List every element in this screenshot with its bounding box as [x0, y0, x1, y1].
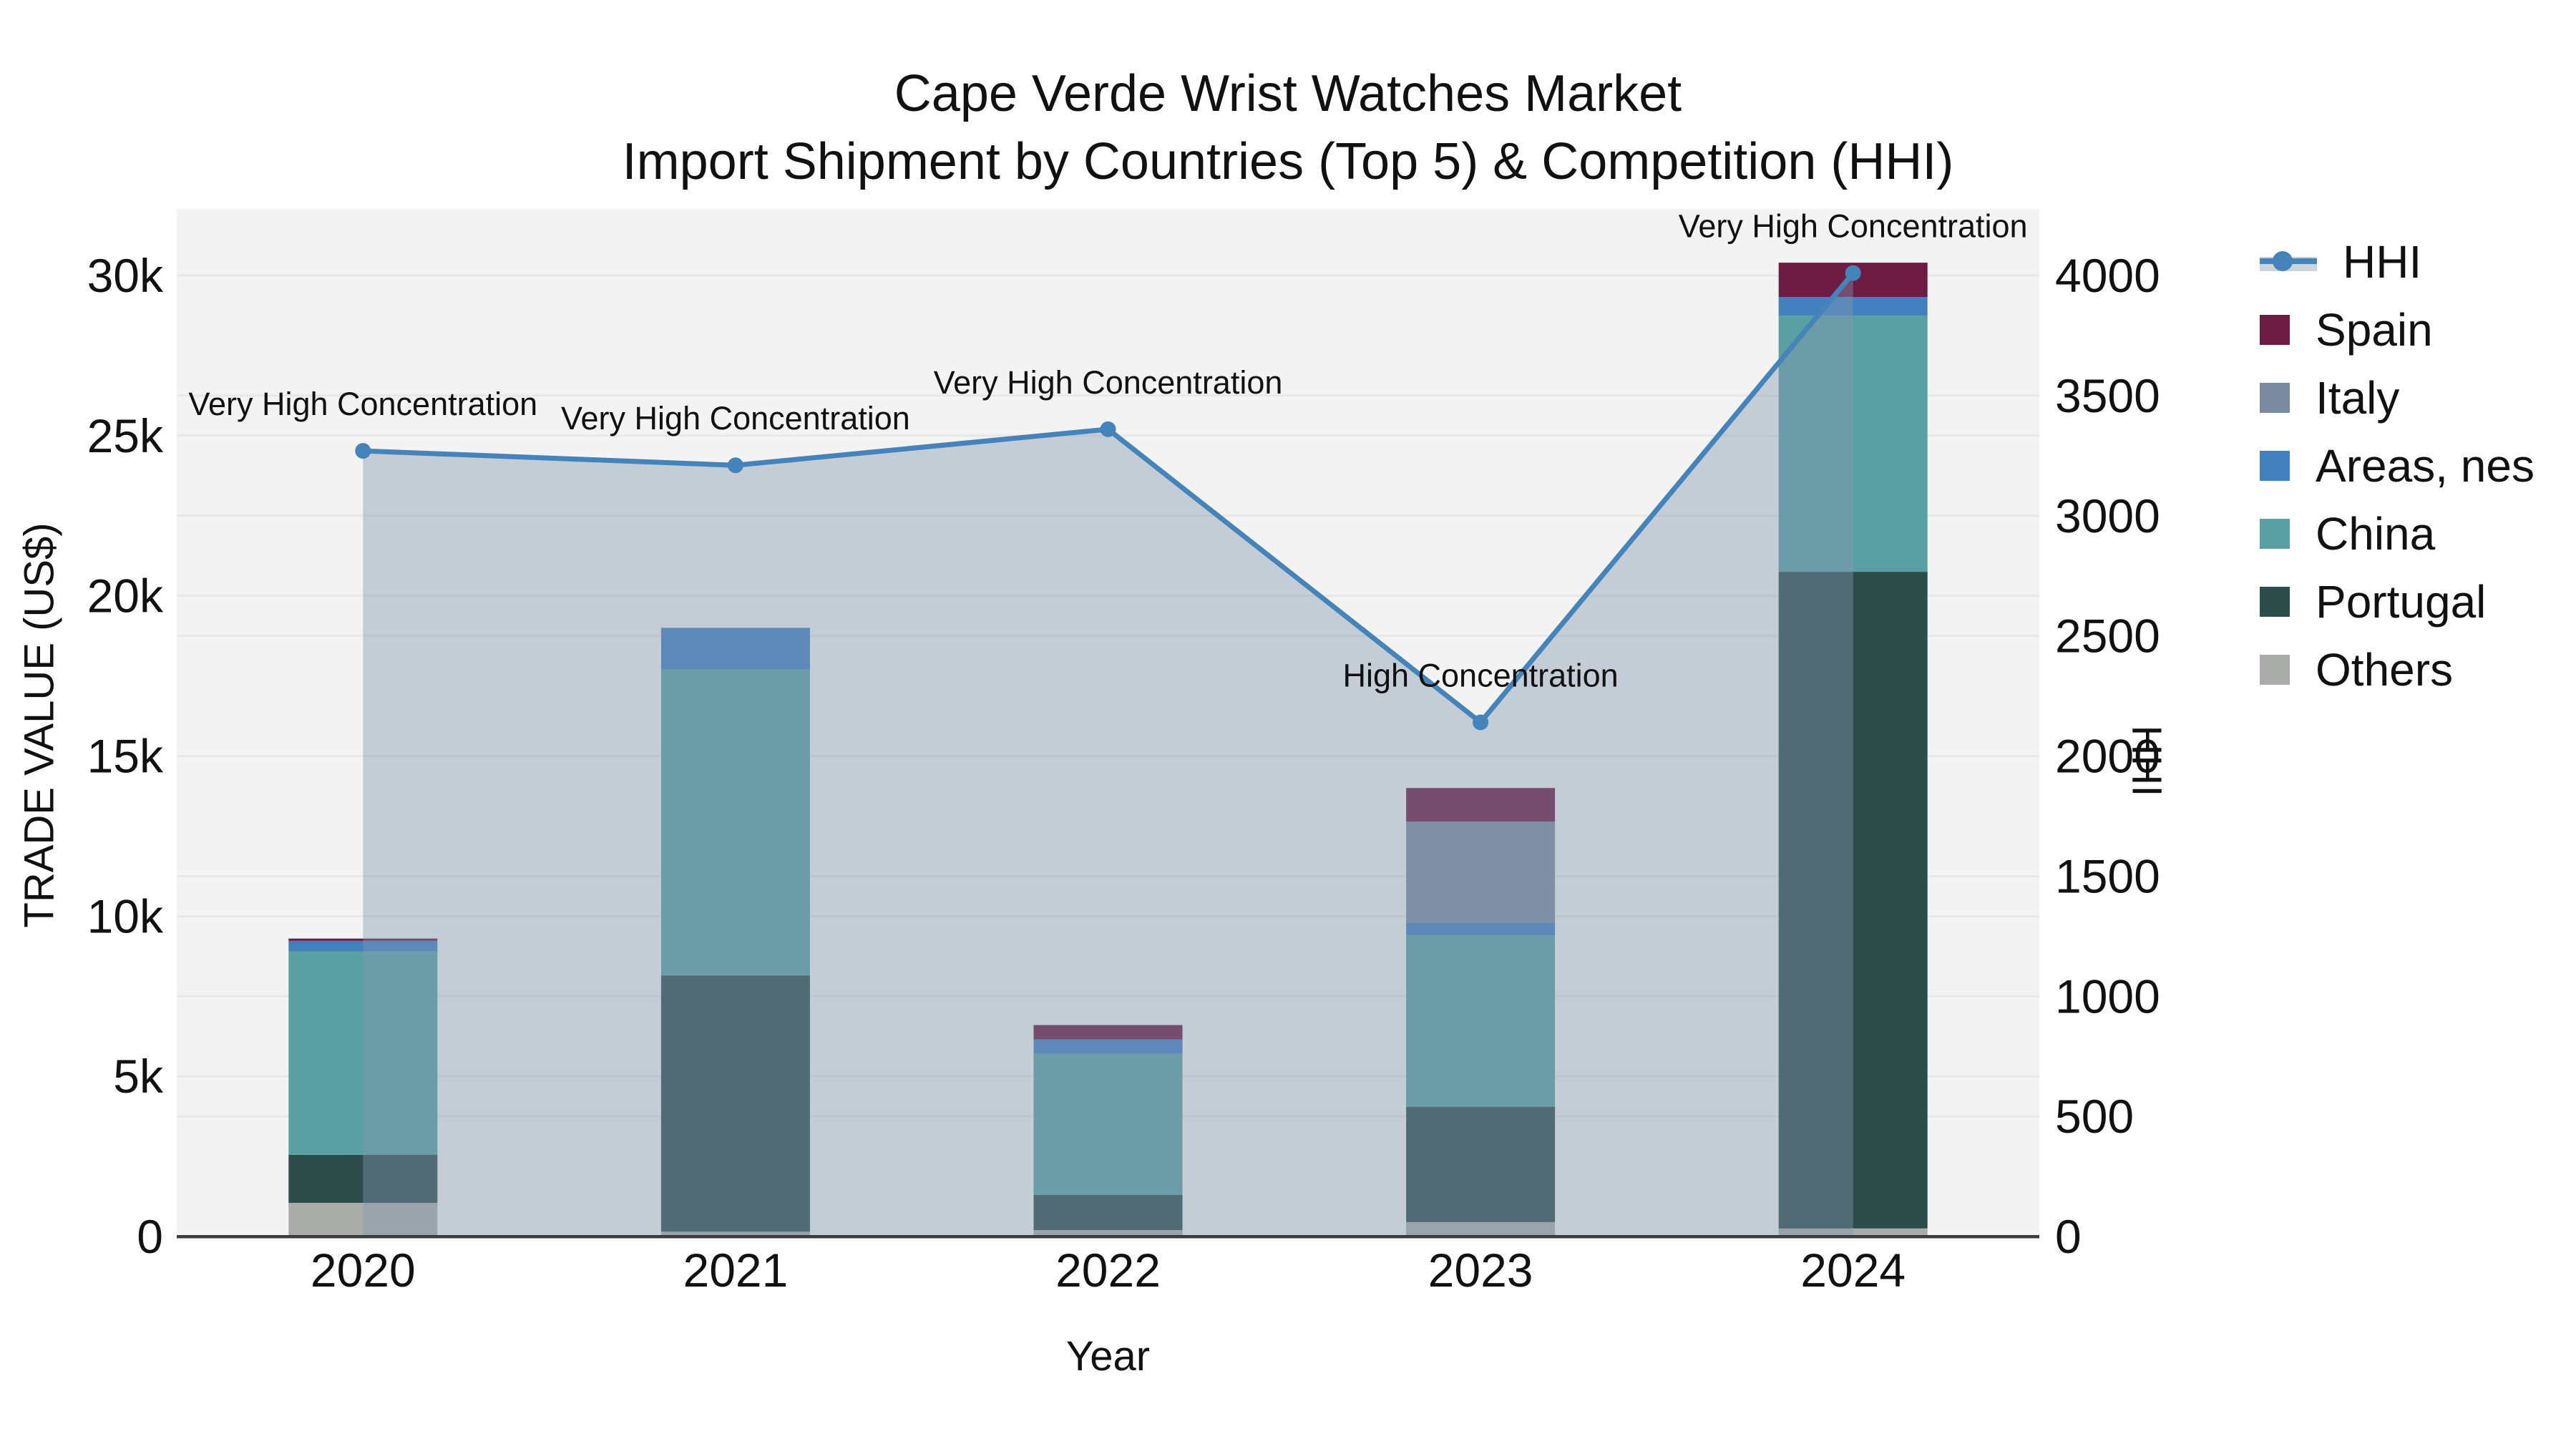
x-tick-2020: 2020 — [311, 1244, 416, 1297]
legend-item-label: Italy — [2316, 371, 2400, 424]
legend-item-label: China — [2316, 507, 2436, 560]
x-axis-title: Year — [1065, 1333, 1151, 1380]
y-right-tick-2000: 2000 — [2055, 730, 2160, 783]
bar-segment-others-2020[interactable] — [288, 1202, 438, 1236]
bar-segment-portugal-2024[interactable] — [1778, 572, 1928, 1229]
legend-item-label: Portugal — [2316, 575, 2487, 628]
x-axis-line — [177, 1235, 2039, 1239]
legend-item-others[interactable]: Others — [2260, 635, 2534, 703]
legend-hhi-line-icon — [2260, 247, 2317, 277]
legend-item-areas-nes[interactable]: Areas, nes — [2260, 431, 2534, 499]
bar-segment-spain-2023[interactable] — [1406, 788, 1556, 822]
y-left-tick-25000: 25k — [87, 409, 164, 462]
bar-segment-italy-2023[interactable] — [1406, 821, 1556, 923]
hhi-annotation-2022: Very High Concentration — [934, 364, 1283, 401]
y-left-tick-10000: 10k — [87, 889, 164, 942]
bar-segment-areas-nes-2021[interactable] — [660, 628, 810, 670]
legend: HHI Spain Italy Areas, nes China Portugal Othe… — [2260, 228, 2534, 703]
y-right-tick-2500: 2500 — [2055, 610, 2160, 663]
legend-item-label: Spain — [2316, 303, 2433, 356]
bar-segment-portugal-2020[interactable] — [288, 1154, 438, 1203]
legend-swatch-icon — [2260, 314, 2290, 345]
bar-segment-china-2023[interactable] — [1406, 935, 1556, 1107]
hhi-area-fill — [363, 273, 1853, 1237]
y-axis-title-right: HHI — [2123, 725, 2170, 797]
legend-item-portugal[interactable]: Portugal — [2260, 567, 2534, 635]
chart-title-line1: Cape Verde Wrist Watches Market — [894, 65, 1682, 122]
legend-item-spain[interactable]: Spain — [2260, 296, 2534, 364]
legend-swatch-icon — [2260, 382, 2290, 413]
legend-item-china[interactable]: China — [2260, 499, 2534, 567]
bar-segment-china-2020[interactable] — [288, 951, 438, 1155]
y-right-tick-3000: 3000 — [2055, 489, 2160, 542]
x-tick-2021: 2021 — [683, 1244, 788, 1297]
legend-item-label: HHI — [2343, 235, 2422, 288]
chart-title-line2: Import Shipment by Countries (Top 5) & C… — [622, 133, 1954, 191]
legend-item-label: Areas, nes — [2316, 439, 2534, 492]
bar-segment-china-2021[interactable] — [660, 669, 810, 976]
y-left-tick-0: 0 — [137, 1210, 163, 1263]
hhi-annotation-2021: Very High Concentration — [561, 400, 910, 436]
hhi-marker-2023[interactable] — [1473, 714, 1489, 731]
y-left-tick-5000: 5k — [113, 1050, 164, 1103]
bar-segment-china-2024[interactable] — [1778, 315, 1928, 572]
bar-segment-others-2023[interactable] — [1406, 1221, 1556, 1236]
hhi-marker-2020[interactable] — [355, 443, 371, 459]
bar-segment-areas-nes-2023[interactable] — [1406, 922, 1556, 936]
y-right-tick-1500: 1500 — [2055, 849, 2160, 902]
hhi-annotation-2023: High Concentration — [1342, 657, 1618, 693]
bar-segment-china-2022[interactable] — [1033, 1053, 1183, 1195]
x-tick-2023: 2023 — [1428, 1244, 1533, 1297]
y-right-tick-4000: 4000 — [2055, 249, 2160, 302]
bar-segment-areas-nes-2022[interactable] — [1033, 1039, 1183, 1054]
bar-segment-portugal-2023[interactable] — [1406, 1106, 1556, 1222]
bar-segment-others-2024[interactable] — [1778, 1228, 1928, 1236]
legend-swatch-icon — [2260, 450, 2290, 481]
bar-segment-spain-2020[interactable] — [288, 938, 438, 941]
y-left-tick-30000: 30k — [87, 249, 164, 302]
y-right-tick-3500: 3500 — [2055, 369, 2160, 422]
y-axis-title-left: TRADE VALUE (US$) — [16, 522, 63, 928]
y-right-tick-1000: 1000 — [2055, 970, 2160, 1023]
hhi-annotation-2024: Very High Concentration — [1679, 208, 2028, 245]
legend-swatch-icon — [2260, 586, 2290, 617]
bar-segment-others-2021[interactable] — [660, 1231, 810, 1236]
bar-segment-portugal-2022[interactable] — [1033, 1194, 1183, 1231]
x-tick-2024: 2024 — [1800, 1244, 1906, 1297]
legend-swatch-icon — [2260, 654, 2290, 685]
legend-item-label: Others — [2316, 643, 2454, 696]
bar-segment-portugal-2021[interactable] — [660, 975, 810, 1232]
chart-title: Cape Verde Wrist Watches Market Import S… — [0, 60, 2576, 196]
hhi-marker-2024[interactable] — [1845, 265, 1861, 281]
legend-item-italy[interactable]: Italy — [2260, 364, 2534, 431]
bar-segment-areas-nes-2024[interactable] — [1778, 296, 1928, 316]
legend-swatch-icon — [2260, 518, 2290, 549]
bar-segment-others-2022[interactable] — [1033, 1230, 1183, 1236]
y-left-tick-20000: 20k — [87, 570, 164, 623]
bar-segment-spain-2022[interactable] — [1033, 1025, 1183, 1040]
legend-item-hhi[interactable]: HHI — [2260, 228, 2534, 296]
bar-segment-areas-nes-2020[interactable] — [288, 940, 438, 952]
hhi-annotation-2020: Very High Concentration — [188, 386, 537, 422]
hhi-marker-2021[interactable] — [727, 457, 743, 474]
hhi-marker-2022[interactable] — [1100, 421, 1116, 437]
y-left-tick-15000: 15k — [87, 730, 164, 783]
y-right-tick-500: 500 — [2055, 1090, 2134, 1143]
x-tick-2022: 2022 — [1055, 1244, 1161, 1297]
y-right-tick-0: 0 — [2055, 1210, 2082, 1263]
